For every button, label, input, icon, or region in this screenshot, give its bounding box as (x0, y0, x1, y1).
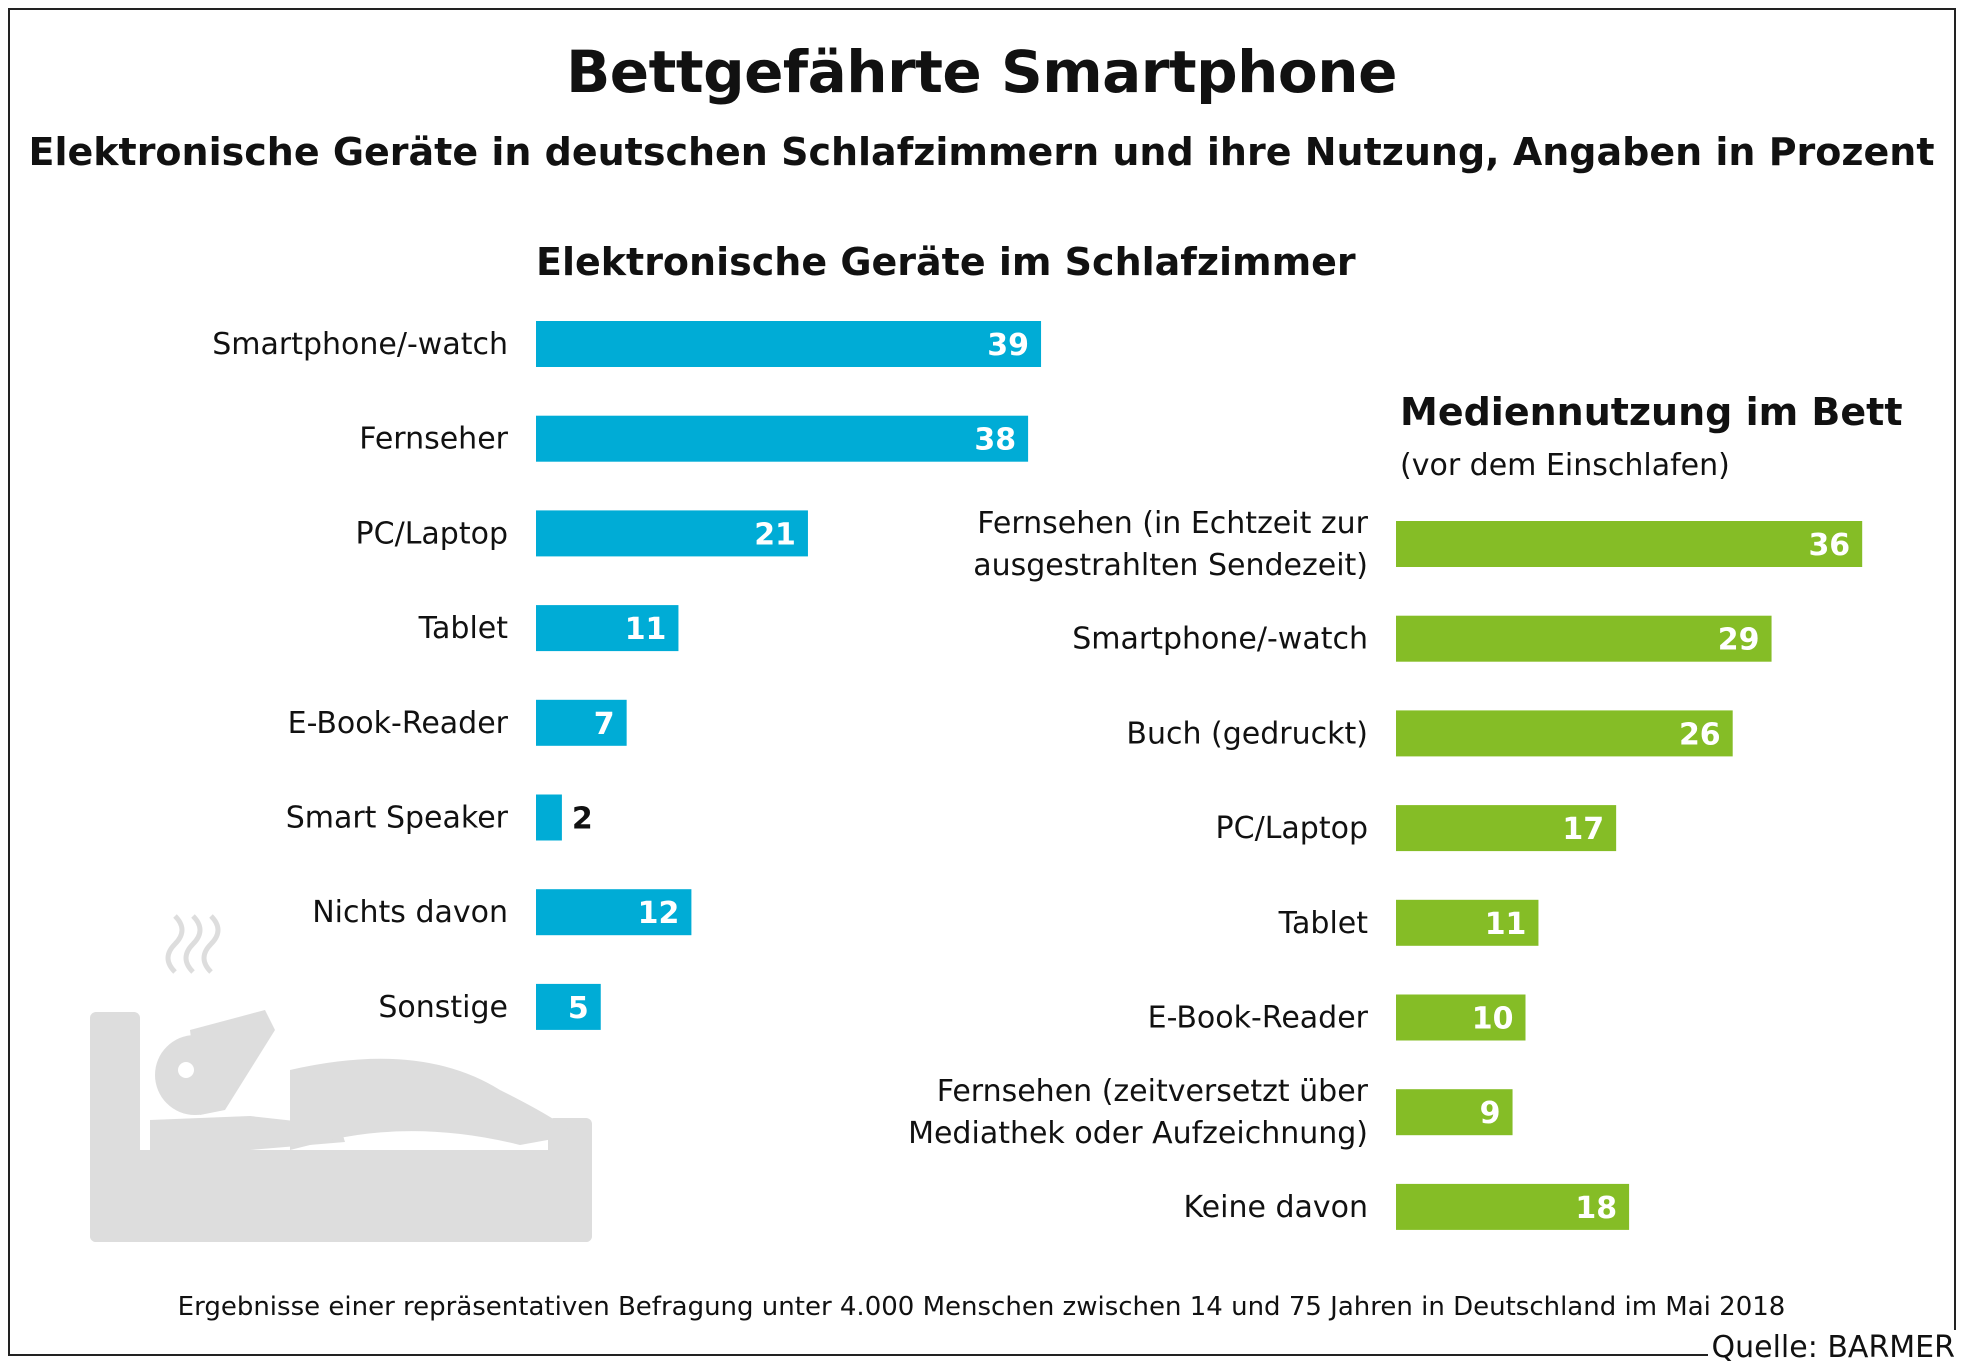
category-label: Tablet (1278, 906, 1369, 941)
category-label: E-Book-Reader (1148, 1001, 1369, 1036)
value-label: 5 (568, 991, 589, 1026)
bar (1396, 899, 1539, 946)
value-label: 29 (1718, 623, 1760, 658)
category-label: E-Book-Reader (288, 706, 509, 741)
category-label: ausgestrahlten Sendezeit) (973, 548, 1368, 583)
bar (1396, 994, 1526, 1041)
value-label: 11 (1485, 907, 1527, 942)
bar (536, 605, 679, 652)
category-label: Nichts davon (312, 895, 508, 930)
bar (1396, 1089, 1513, 1136)
bar (536, 983, 601, 1030)
left-bar-chart: Smartphone/-watch 39 Fernseher 38 PC/Laptop 2… (212, 321, 1042, 1030)
footnote: Ergebnisse einer repräsentativen Befragu… (177, 1292, 1786, 1322)
bar (536, 510, 808, 557)
category-label: Keine davon (1183, 1190, 1368, 1225)
value-label: 39 (987, 328, 1029, 363)
bar (536, 699, 627, 746)
left-chart-title: Elektronische Geräte im Schlafzimmer (536, 240, 1356, 284)
bar (536, 889, 692, 936)
chart-subtitle: Elektronische Geräte in deutschen Schlaf… (28, 130, 1935, 174)
source-note: Quelle: BARMER (1707, 1330, 1959, 1365)
value-label: 7 (594, 707, 615, 742)
chart-frame (8, 8, 1956, 1356)
right-chart-title: Mediennutzung im Bett (1400, 390, 1903, 434)
value-label: 11 (625, 612, 667, 647)
category-label: Smartphone/-watch (212, 327, 508, 362)
category-label: Fernsehen (zeitversetzt über (937, 1074, 1369, 1109)
bar (536, 415, 1029, 462)
bar (1396, 805, 1617, 852)
value-label: 9 (1480, 1096, 1501, 1131)
bar (536, 794, 562, 841)
value-label: 17 (1562, 812, 1604, 847)
bar (1396, 710, 1733, 757)
bar (1396, 615, 1772, 662)
category-label: Tablet (418, 611, 509, 646)
value-label: 10 (1472, 1002, 1514, 1037)
value-label: 38 (974, 423, 1016, 458)
category-label: Smartphone/-watch (1072, 622, 1368, 657)
bar (1396, 521, 1863, 567)
category-label: Mediathek oder Aufzeichnung) (908, 1116, 1368, 1151)
right-bar-chart: Fernsehen (in Echtzeit zur ausgestrahlten… (908, 506, 1863, 1230)
right-chart-subtitle: (vor dem Einschlafen) (1400, 448, 1730, 483)
category-label: Fernsehen (in Echtzeit zur (977, 506, 1368, 541)
value-label: 2 (572, 802, 593, 837)
category-label: Fernseher (359, 422, 508, 457)
category-label: PC/Laptop (356, 516, 508, 551)
category-label: Buch (gedruckt) (1126, 716, 1368, 751)
value-label: 18 (1575, 1191, 1617, 1226)
sleeping-person-icon (90, 914, 592, 1242)
bar (536, 321, 1042, 367)
category-label: Sonstige (378, 990, 508, 1025)
chart-title: Bettgefährte Smartphone (566, 38, 1397, 106)
value-label: 21 (754, 517, 796, 552)
category-label: PC/Laptop (1216, 811, 1368, 846)
bar (1396, 1183, 1630, 1230)
value-label: 12 (638, 896, 680, 931)
value-label: 26 (1679, 717, 1721, 752)
value-label: 36 (1808, 528, 1850, 563)
category-label: Smart Speaker (286, 801, 509, 836)
